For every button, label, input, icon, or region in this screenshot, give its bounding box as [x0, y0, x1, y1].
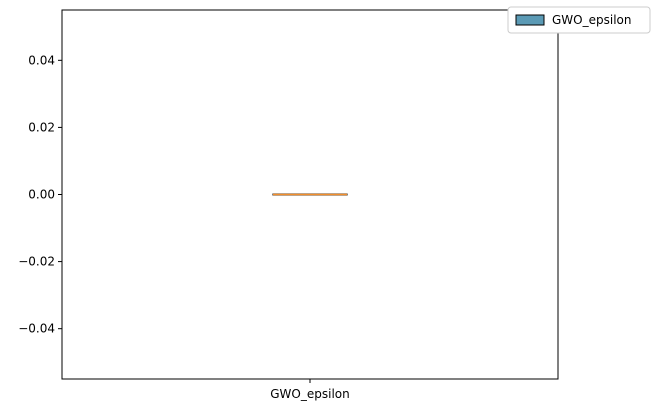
y-tick-label: 0.02 [28, 120, 55, 134]
legend-swatch [515, 14, 545, 26]
y-tick-label: 0.04 [28, 53, 55, 67]
legend: GWO_epsilon [507, 6, 651, 34]
y-tick-label: −0.02 [18, 255, 55, 269]
legend-label: GWO_epsilon [552, 13, 631, 27]
plot-marks [272, 193, 348, 196]
x-tick-label: GWO_epsilon [270, 387, 349, 401]
y-tick-label: −0.04 [18, 322, 55, 336]
legend-frame [507, 6, 651, 34]
axes: −0.04 −0.02 0.00 0.02 0.04 GWO_epsilon [18, 9, 559, 401]
y-tick-label: 0.00 [28, 188, 55, 202]
